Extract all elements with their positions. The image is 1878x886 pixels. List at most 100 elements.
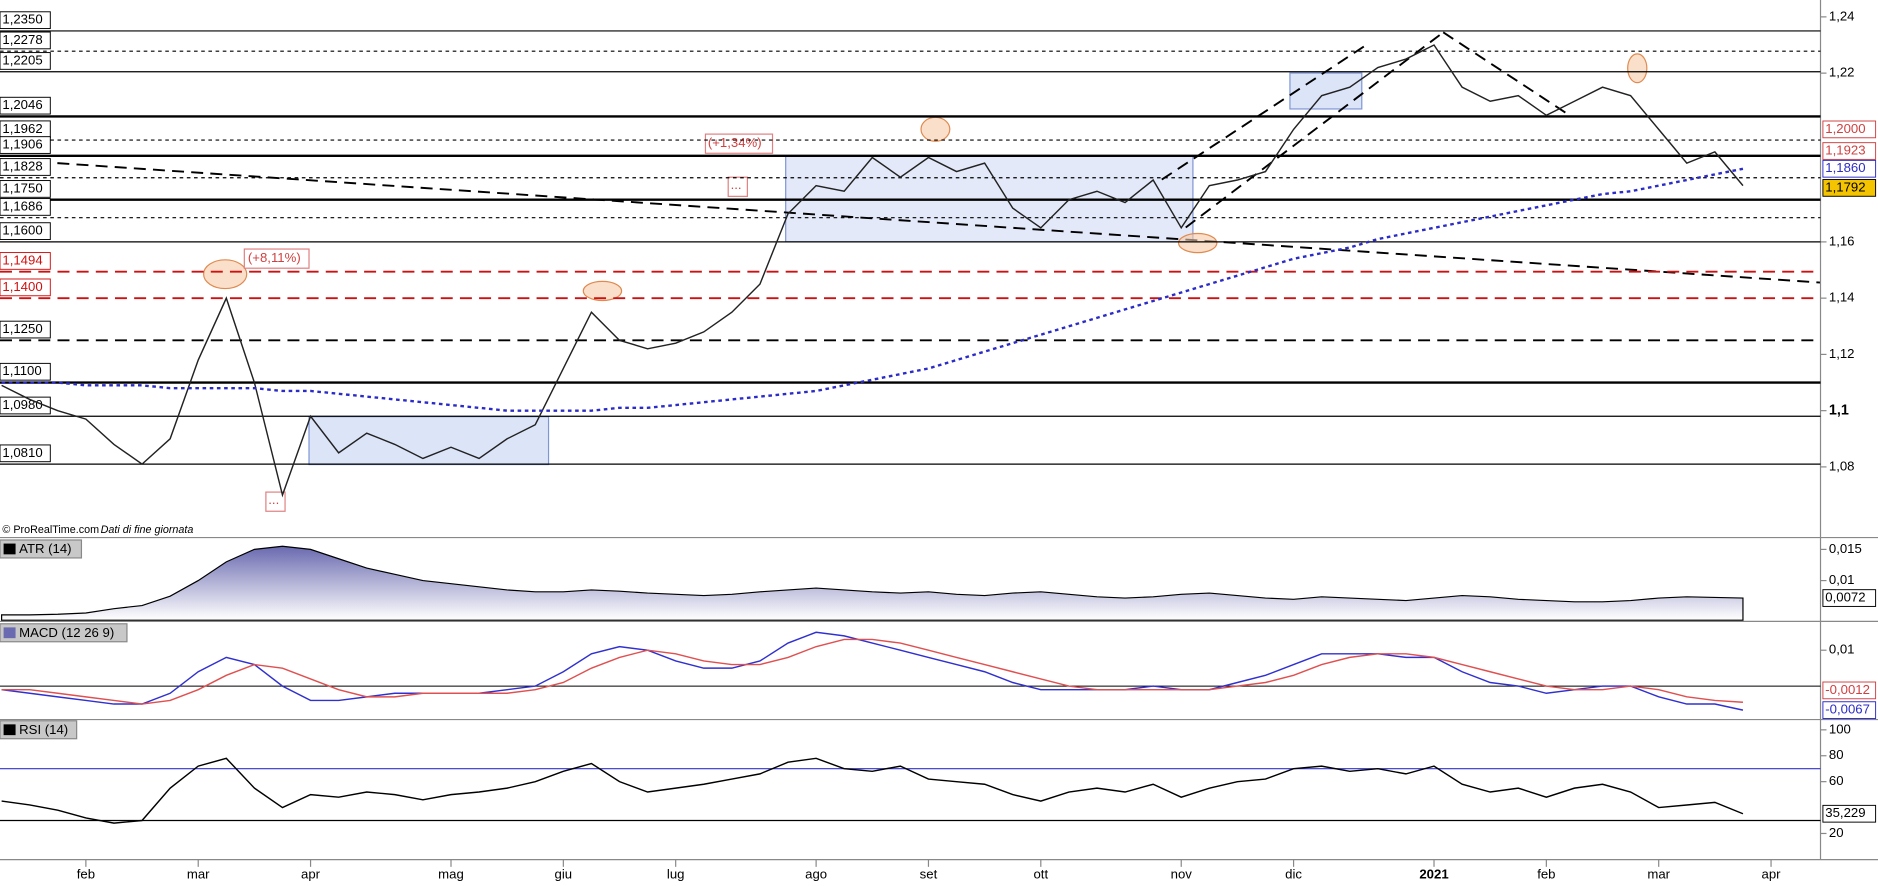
series-area <box>1 545 1744 621</box>
highlight <box>920 116 951 142</box>
highlight <box>1177 232 1218 254</box>
level-label: 1,2205 <box>2 52 42 67</box>
y-tick-label: 1,12 <box>1829 346 1855 361</box>
y-tick-label: 1,1 <box>1829 402 1849 418</box>
value-tag-label: 35,229 <box>1825 805 1865 820</box>
x-tick-label: apr <box>1762 867 1782 882</box>
level-label: 1,1962 <box>2 121 42 136</box>
value-tag <box>1822 120 1877 139</box>
level-label: 1,2046 <box>2 97 42 112</box>
value-tag-label: -0,0067 <box>1825 702 1870 717</box>
x-tick-label: apr <box>301 867 321 882</box>
value-tag-label: 1,1860 <box>1825 160 1865 175</box>
level-label-box <box>0 198 51 216</box>
level-label: 1,2278 <box>2 32 42 47</box>
value-tag <box>1822 701 1877 719</box>
y-tick-label: 60 <box>1829 773 1844 788</box>
level-label: 1,1100 <box>2 363 41 378</box>
series-line <box>1 167 1744 412</box>
level-label-box <box>0 52 51 70</box>
x-tick-label: nov <box>1171 867 1193 882</box>
level-label: 1,0810 <box>2 445 42 460</box>
panel-title-box <box>0 720 78 740</box>
series-line <box>1 757 1744 824</box>
y-tick-label: 0,01 <box>1829 642 1855 657</box>
level-label-box <box>0 222 51 240</box>
x-tick-label: giu <box>555 867 573 882</box>
y-tick-label: 1,14 <box>1829 290 1855 305</box>
annotation: ... <box>731 177 742 192</box>
x-tick-label: feb <box>1537 867 1555 882</box>
trend-line <box>1442 31 1570 116</box>
x-tick-label: ott <box>1033 867 1048 882</box>
level-label: 1,1494 <box>2 252 42 267</box>
level-label: 1,1686 <box>2 198 42 213</box>
value-tag-label: 1,2000 <box>1825 121 1865 136</box>
annotation-box <box>243 248 310 269</box>
y-tick-label: 1,08 <box>1829 458 1855 473</box>
level-label: 1,1250 <box>2 321 42 336</box>
highlight <box>203 259 248 290</box>
level-label-box <box>0 444 51 463</box>
value-tag <box>1822 142 1877 160</box>
value-tag <box>1822 179 1877 197</box>
annotation: (+8,11%) <box>248 250 301 265</box>
level-label: 1,1906 <box>2 137 42 152</box>
value-tag-label: 0,0072 <box>1825 590 1865 605</box>
series-line <box>1 638 1744 705</box>
level-label: 1,2350 <box>2 12 42 27</box>
panel-title-box <box>0 539 83 559</box>
trend-line <box>1185 31 1444 229</box>
highlight <box>582 280 623 302</box>
annotation: (+1,34%) <box>708 135 762 150</box>
x-tick-label: feb <box>77 867 95 882</box>
value-tag-label: -0,0012 <box>1825 682 1870 697</box>
x-tick-label: 2021 <box>1419 867 1448 882</box>
panel-title-box <box>0 623 128 643</box>
panel-title: MACD (12 26 9) <box>19 625 114 640</box>
y-tick-label: 1,16 <box>1829 233 1855 248</box>
level-label: 1,1400 <box>2 279 42 294</box>
y-tick-label: 80 <box>1829 747 1844 762</box>
level-label: 1,1750 <box>2 180 42 195</box>
series-line <box>1 44 1744 498</box>
range-box <box>1289 72 1363 110</box>
y-tick-label: 100 <box>1829 721 1851 736</box>
value-tag <box>1822 159 1877 178</box>
legend-swatch <box>3 724 16 736</box>
trend-line <box>0 158 1821 284</box>
level-label-box <box>0 136 51 154</box>
level-label-box <box>0 31 51 50</box>
trend-line <box>1161 44 1366 181</box>
y-tick-label: 0,015 <box>1829 541 1862 556</box>
level-label-box <box>0 158 51 176</box>
value-tag <box>1822 804 1877 823</box>
level-label-box <box>0 180 51 198</box>
value-tag <box>1822 681 1877 700</box>
panel-title: ATR (14) <box>19 541 71 556</box>
y-tick-label: 0,01 <box>1829 572 1855 587</box>
legend-swatch <box>3 543 16 555</box>
level-label-box <box>0 11 51 30</box>
annotation: ... <box>268 492 279 507</box>
range-box <box>308 416 550 466</box>
annotation-box <box>265 491 286 512</box>
level-label-box <box>0 96 51 115</box>
level-label-box <box>0 362 51 381</box>
copyright: © ProRealTime.com <box>2 524 99 536</box>
value-tag-label: 1,1792 <box>1825 179 1865 194</box>
x-tick-label: mar <box>187 867 210 882</box>
value-tag-label: 1,1923 <box>1825 143 1865 158</box>
subtitle: Dati di fine giornata <box>101 524 194 536</box>
annotation-box <box>727 176 748 197</box>
x-tick-label: mar <box>1647 867 1670 882</box>
y-tick-label: 20 <box>1829 825 1844 840</box>
level-label: 1,0980 <box>2 397 42 412</box>
level-label: 1,1828 <box>2 158 42 173</box>
x-tick-label: lug <box>667 867 685 882</box>
panel-title: RSI (14) <box>19 722 68 737</box>
series-line <box>1 631 1744 711</box>
annotation-box <box>704 133 774 154</box>
